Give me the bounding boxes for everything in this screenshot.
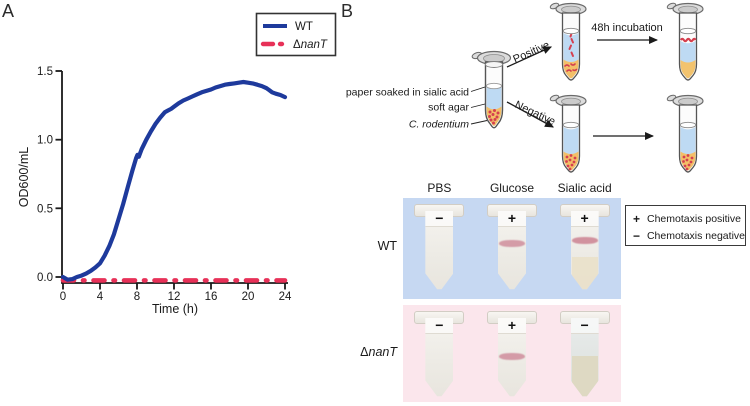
negative-arrow-label: Negative bbox=[513, 99, 557, 128]
negative-tube-after bbox=[666, 94, 704, 173]
ytick-05: 0.5 bbox=[37, 203, 53, 215]
result-sign: + bbox=[580, 210, 589, 226]
legend-row-positive: + Chemotaxis positive bbox=[632, 211, 741, 226]
row-label-mutant: ΔnanT bbox=[360, 345, 397, 359]
panel-b-label: B bbox=[341, 1, 354, 21]
photo-tube-wt-pbs: − bbox=[411, 202, 467, 292]
y-tick-labels: 0.0 0.5 1.0 1.5 bbox=[37, 66, 53, 284]
column-header-sialic: Sialic acid bbox=[557, 181, 612, 195]
photo-tube-mutant-sialic: − bbox=[557, 309, 613, 399]
chemotaxis-schematic: paper soaked in sialic acid soft agar C.… bbox=[346, 2, 704, 173]
xtick-0: 0 bbox=[60, 291, 66, 303]
result-sign: − bbox=[435, 317, 444, 333]
tube-body bbox=[497, 211, 526, 290]
x-tick-labels: 0 4 8 12 16 20 24 bbox=[60, 291, 292, 303]
bacteria-band bbox=[679, 37, 697, 43]
photo-tube-mutant-glucose: + bbox=[484, 309, 540, 399]
schematic-arrows bbox=[506, 36, 659, 140]
minus-icon: − bbox=[632, 228, 640, 243]
positive-arrow-label: Positive bbox=[511, 39, 551, 66]
result-sign: − bbox=[580, 317, 589, 333]
incubation-label: 48h incubation bbox=[591, 22, 663, 34]
ytick-10: 1.0 bbox=[37, 135, 53, 147]
xtick-20: 20 bbox=[242, 291, 255, 303]
axes bbox=[55, 70, 288, 290]
negative-tube-before bbox=[549, 94, 587, 173]
xtick-8: 8 bbox=[134, 291, 140, 303]
chemotaxis-legend: + Chemotaxis positive − Chemotaxis negat… bbox=[625, 205, 746, 246]
panel-a-label: A bbox=[2, 1, 15, 21]
soft-agar-label: soft agar bbox=[428, 102, 469, 114]
photo-tube-mutant-pbs: − bbox=[411, 309, 467, 399]
result-sign: + bbox=[507, 317, 517, 333]
xtick-12: 12 bbox=[168, 291, 181, 303]
ytick-0: 0.0 bbox=[37, 272, 53, 284]
bacteria-dots bbox=[488, 109, 500, 125]
WT-curve bbox=[60, 79, 288, 282]
column-header-pbs: PBS bbox=[427, 181, 452, 195]
source-tube bbox=[471, 50, 512, 129]
schematic-callouts: paper soaked in sialic acid soft agar C.… bbox=[346, 87, 488, 131]
plus-icon: + bbox=[632, 211, 640, 226]
tube-body bbox=[497, 318, 526, 397]
result-sign: + bbox=[507, 210, 517, 226]
mutant-photo-strip: − + − bbox=[403, 305, 621, 402]
xtick-16: 16 bbox=[205, 291, 218, 303]
legend-wt-label: WT bbox=[295, 21, 313, 33]
tube-body bbox=[425, 318, 454, 397]
data-series bbox=[60, 79, 288, 283]
bacteria-label: C. rodentium bbox=[409, 119, 469, 131]
legend-mutant-label: ΔnanT bbox=[293, 39, 328, 51]
tube-body bbox=[425, 211, 454, 290]
row-label-wt: WT bbox=[377, 239, 397, 253]
paper-label: paper soaked in sialic acid bbox=[346, 87, 469, 99]
wt-photo-strip: − + + bbox=[403, 198, 621, 299]
photo-tube-wt-sialic: + bbox=[557, 202, 613, 292]
y-axis-title: OD600/mL bbox=[17, 147, 31, 207]
chart-legend: WT ΔnanT bbox=[255, 12, 337, 57]
positive-tube-before bbox=[549, 2, 587, 81]
photo-column-headers: PBS Glucose Sialic acid bbox=[403, 181, 621, 197]
ytick-15: 1.5 bbox=[37, 66, 53, 78]
column-header-glucose: Glucose bbox=[489, 181, 534, 195]
paper-disc bbox=[485, 82, 503, 90]
xtick-4: 4 bbox=[97, 291, 104, 303]
positive-tube-after bbox=[666, 2, 704, 81]
photo-tube-wt-glucose: + bbox=[484, 202, 540, 292]
result-sign: − bbox=[435, 210, 444, 226]
legend-row-negative: − Chemotaxis negative bbox=[632, 228, 745, 243]
growth-curve-chart: 0.0 0.5 1.0 1.5 0 4 8 12 16 20 24 OD600/… bbox=[17, 12, 337, 316]
xtick-24: 24 bbox=[279, 291, 292, 303]
x-axis-title: Time (h) bbox=[152, 302, 198, 316]
